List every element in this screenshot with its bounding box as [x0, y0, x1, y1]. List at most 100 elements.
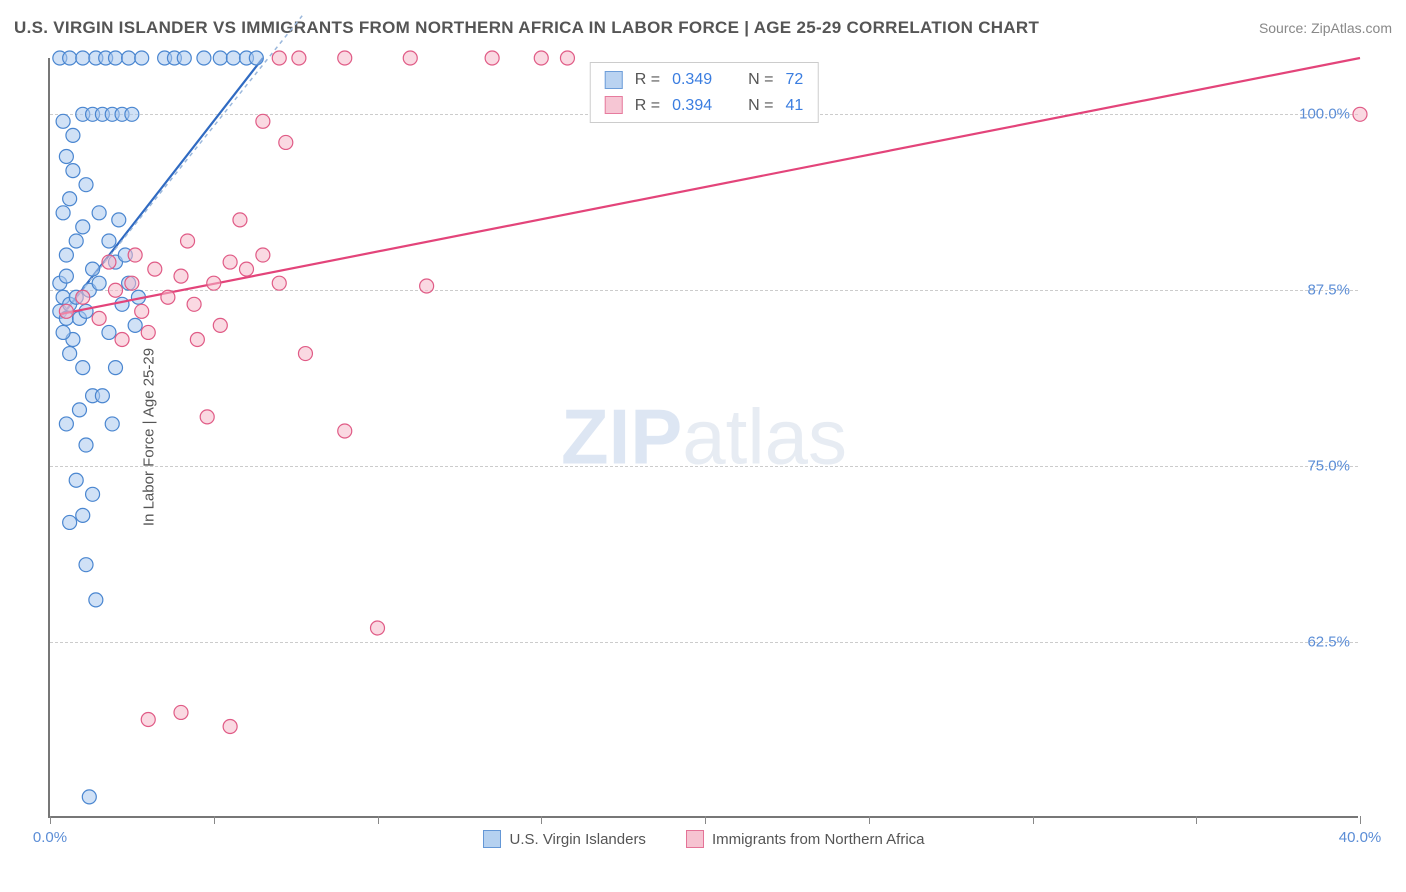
data-point [76, 220, 90, 234]
data-point [86, 262, 100, 276]
data-point [148, 262, 162, 276]
data-point [59, 417, 73, 431]
data-point [59, 150, 73, 164]
data-point [240, 262, 254, 276]
x-tick [541, 816, 542, 824]
data-point [102, 325, 116, 339]
correlation-row: R = 0.349 N = 72 [605, 67, 804, 93]
data-point [279, 135, 293, 149]
data-point [63, 347, 77, 361]
data-point [72, 403, 86, 417]
data-point [403, 51, 417, 65]
data-point [66, 164, 80, 178]
data-point [298, 347, 312, 361]
data-point [141, 325, 155, 339]
legend-swatch [686, 830, 704, 848]
data-point [59, 248, 73, 262]
data-point [338, 424, 352, 438]
data-point [174, 705, 188, 719]
data-point [249, 51, 263, 65]
data-point [92, 311, 106, 325]
data-point [102, 255, 116, 269]
data-point [292, 51, 306, 65]
data-point [141, 712, 155, 726]
data-point [534, 51, 548, 65]
legend-item: Immigrants from Northern Africa [686, 830, 925, 848]
n-value: 72 [785, 67, 803, 93]
data-point [213, 51, 227, 65]
data-point [223, 720, 237, 734]
data-point [56, 114, 70, 128]
data-point [63, 192, 77, 206]
data-point [76, 361, 90, 375]
data-point [233, 213, 247, 227]
legend-swatch [483, 830, 501, 848]
data-point [115, 332, 129, 346]
data-point [560, 51, 574, 65]
data-point [86, 487, 100, 501]
data-point [92, 276, 106, 290]
data-point [76, 51, 90, 65]
data-point [59, 269, 73, 283]
data-point [95, 389, 109, 403]
series-legend: U.S. Virgin Islanders Immigrants from Nor… [50, 830, 1358, 848]
data-point [190, 332, 204, 346]
n-label: N = [748, 67, 773, 93]
data-point [128, 248, 142, 262]
x-tick [214, 816, 215, 824]
data-point [420, 279, 434, 293]
legend-label: U.S. Virgin Islanders [509, 831, 645, 848]
data-point [213, 318, 227, 332]
data-point [272, 51, 286, 65]
data-point [105, 417, 119, 431]
data-point [76, 508, 90, 522]
data-point [56, 206, 70, 220]
data-point [256, 114, 270, 128]
data-point [63, 51, 77, 65]
data-point [1353, 107, 1367, 121]
data-point [115, 297, 129, 311]
data-point [200, 410, 214, 424]
data-point [272, 276, 286, 290]
r-value: 0.349 [672, 67, 712, 93]
n-value: 41 [785, 93, 803, 119]
data-point [66, 128, 80, 142]
correlation-legend: R = 0.349 N = 72 R = 0.394 N = 41 [590, 62, 819, 123]
data-point [92, 206, 106, 220]
chart-title: U.S. VIRGIN ISLANDER VS IMMIGRANTS FROM … [14, 18, 1039, 38]
data-point [109, 361, 123, 375]
data-point [135, 51, 149, 65]
data-point [207, 276, 221, 290]
r-label: R = [635, 67, 660, 93]
n-label: N = [748, 93, 773, 119]
x-tick [869, 816, 870, 824]
data-point [181, 234, 195, 248]
x-tick [378, 816, 379, 824]
x-tick [1360, 816, 1361, 824]
x-tick [1196, 816, 1197, 824]
data-point [485, 51, 499, 65]
data-point [135, 304, 149, 318]
scatter-plot: In Labor Force | Age 25-29 ZIPatlas 62.5… [48, 58, 1358, 818]
data-point [125, 107, 139, 121]
data-point [161, 290, 175, 304]
data-point [122, 51, 136, 65]
data-point [197, 51, 211, 65]
data-point [125, 276, 139, 290]
data-point [174, 269, 188, 283]
x-tick-label: 0.0% [33, 829, 67, 846]
data-point [112, 213, 126, 227]
r-value: 0.394 [672, 93, 712, 119]
data-point [223, 255, 237, 269]
source-label: Source: ZipAtlas.com [1259, 20, 1392, 36]
data-point [102, 234, 116, 248]
data-point [177, 51, 191, 65]
data-point [338, 51, 352, 65]
data-point [56, 325, 70, 339]
data-point [89, 593, 103, 607]
r-label: R = [635, 93, 660, 119]
data-point [187, 297, 201, 311]
data-point [69, 234, 83, 248]
data-point [79, 438, 93, 452]
data-point [82, 790, 96, 804]
